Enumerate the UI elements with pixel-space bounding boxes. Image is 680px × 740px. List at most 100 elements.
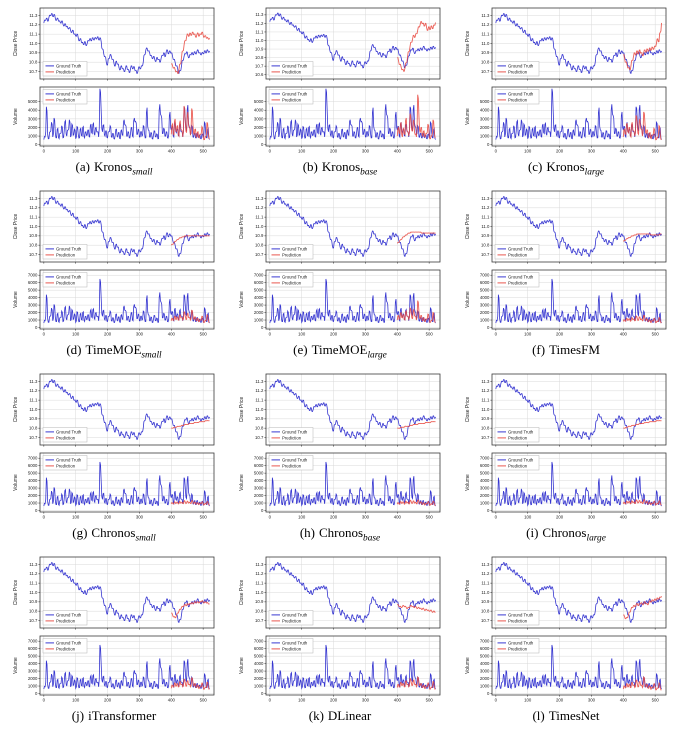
prediction-line [170, 105, 210, 141]
y-tick-label: 3000 [28, 486, 38, 491]
y-tick-label: 0 [487, 142, 490, 147]
y-tick-label: 4000 [28, 108, 38, 113]
y-tick-label: 10.7 [29, 435, 38, 440]
y-tick-label: 10.9 [29, 416, 38, 421]
y-tick-label: 11.1 [29, 398, 38, 403]
x-tick-label: 400 [168, 697, 176, 702]
legend-prediction-label: Prediction [282, 69, 302, 74]
legend-ground-truth-label: Ground Truth [508, 612, 534, 617]
volume-chart: 0 1000 2000 3000 4000 5000 6000 7000 0 100 200 300 4… [239, 452, 441, 519]
y-tick-label: 11.2 [255, 571, 264, 576]
y-tick-label: 5000 [480, 99, 490, 104]
x-tick-label: 100 [298, 331, 306, 336]
caption-index: (e) [293, 342, 308, 357]
legend-prediction-label: Prediction [282, 97, 302, 102]
close-price-chart: 10.7 10.8 10.9 11.0 11.1 11.2 11.3 Close Price G… [465, 373, 667, 447]
prediction-line [396, 676, 436, 690]
legend-ground-truth-label: Ground Truth [282, 246, 308, 251]
prediction-line [623, 22, 662, 71]
x-tick-label: 400 [168, 331, 176, 336]
y-axis-label: Volume [465, 108, 471, 125]
x-tick-label: 500 [200, 697, 208, 702]
y-tick-label: 11.2 [481, 388, 490, 393]
y-tick-label: 2000 [480, 493, 490, 498]
y-tick-label: 3000 [254, 669, 264, 674]
x-tick-label: 500 [426, 697, 434, 702]
subplot-g: 10.7 10.8 10.9 11.0 11.1 11.2 11.3 Close Price G… [1, 371, 227, 554]
ground-truth-line [43, 461, 210, 507]
y-tick-label: 11.0 [255, 38, 264, 43]
x-tick-label: 200 [556, 148, 564, 153]
legend-prediction-label: Prediction [282, 252, 302, 257]
y-tick-label: 11.2 [481, 205, 490, 210]
subplot-l: 10.7 10.8 10.9 11.0 11.1 11.2 11.3 Close Price G… [453, 554, 679, 737]
x-tick-label: 300 [136, 148, 144, 153]
y-tick-label: 1000 [480, 317, 490, 322]
close-price-chart: 10.7 10.8 10.9 11.0 11.1 11.2 11.3 Close Price G… [13, 556, 215, 630]
subplot-caption: (l) TimesNet [532, 708, 599, 727]
y-tick-label: 0 [261, 508, 264, 513]
y-tick-label: 1000 [28, 500, 38, 505]
close-price-chart: 10.6 10.7 10.8 10.9 11.0 11.1 11.2 11.3 Close Pr… [239, 7, 441, 81]
ground-truth-line [43, 379, 210, 441]
volume-chart: 0 1000 2000 3000 4000 5000 6000 7000 0 100 200 300 4… [13, 635, 215, 702]
y-tick-label: 10.9 [255, 416, 264, 421]
legend-ground-truth-label: Ground Truth [56, 63, 82, 68]
legend-prediction-label: Prediction [56, 280, 76, 285]
y-tick-label: 10.8 [255, 609, 264, 614]
volume-chart: 0 1000 2000 3000 4000 5000 6000 7000 0 100 200 300 4… [239, 269, 441, 336]
y-tick-label: 11.0 [481, 407, 490, 412]
legend-ground-truth-label: Ground Truth [56, 612, 82, 617]
caption-model: Chronos [91, 525, 136, 540]
prediction-line [170, 677, 210, 690]
legend-prediction-label: Prediction [56, 435, 76, 440]
y-tick-label: 10.9 [481, 599, 490, 604]
y-tick-label: 11.3 [481, 562, 490, 567]
subplot-j: 10.7 10.8 10.9 11.0 11.1 11.2 11.3 Close Price G… [1, 554, 227, 737]
x-tick-label: 200 [330, 148, 338, 153]
prediction-line [622, 111, 662, 141]
y-tick-label: 10.7 [255, 618, 264, 623]
y-tick-label: 11.1 [481, 215, 490, 220]
x-tick-label: 300 [362, 697, 370, 702]
y-tick-label: 2000 [254, 493, 264, 498]
x-tick-label: 100 [298, 148, 306, 153]
y-tick-label: 4000 [480, 295, 490, 300]
y-tick-label: 1000 [480, 500, 490, 505]
x-tick-label: 300 [588, 331, 596, 336]
y-tick-label: 10.8 [481, 426, 490, 431]
x-tick-label: 100 [524, 331, 532, 336]
y-tick-label: 6000 [28, 280, 38, 285]
caption-model: DLinear [327, 708, 372, 723]
y-tick-label: 4000 [480, 478, 490, 483]
legend-ground-truth-label: Ground Truth [56, 640, 82, 645]
prediction-line [397, 603, 436, 613]
y-tick-label: 2000 [254, 125, 264, 130]
x-tick-label: 0 [495, 148, 498, 153]
x-tick-label: 500 [200, 514, 208, 519]
y-axis-label: Volume [13, 474, 19, 491]
caption-subscript: large [586, 533, 606, 544]
close-price-chart: 10.7 10.8 10.9 11.0 11.1 11.2 11.3 Close Price G… [465, 190, 667, 264]
x-tick-label: 400 [620, 331, 628, 336]
x-tick-label: 0 [495, 697, 498, 702]
y-tick-label: 10.8 [29, 426, 38, 431]
caption-index: (i) [526, 525, 539, 540]
subplot-caption: (j) iTransformer [72, 708, 156, 727]
legend-prediction-label: Prediction [282, 618, 302, 623]
x-tick-label: 0 [269, 331, 272, 336]
y-tick-label: 6000 [28, 646, 38, 651]
y-axis-label: Close Price [13, 580, 19, 606]
subplot-a: 10.7 10.8 10.9 11.0 11.1 11.2 11.3 Close Price G… [1, 5, 227, 188]
y-axis-label: Close Price [239, 397, 245, 423]
y-tick-label: 0 [261, 142, 264, 147]
plot-border [491, 635, 667, 696]
x-tick-label: 200 [556, 331, 564, 336]
caption-subscript: base [363, 533, 381, 544]
y-tick-label: 11.3 [255, 12, 264, 17]
volume-chart: 0 1000 2000 3000 4000 5000 0 100 200 300 400 500 Vol… [13, 86, 215, 153]
y-axis-label: Close Price [239, 580, 245, 606]
y-tick-label: 6000 [480, 280, 490, 285]
y-axis-label: Close Price [465, 214, 471, 240]
caption-model: Chronos [542, 525, 587, 540]
